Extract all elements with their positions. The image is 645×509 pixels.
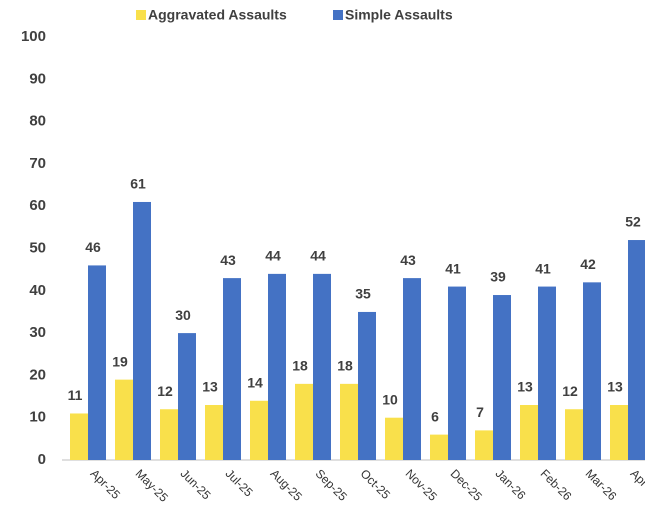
legend-label: Simple Assaults bbox=[345, 7, 453, 23]
bar bbox=[448, 286, 466, 460]
y-tick-label: 90 bbox=[29, 70, 46, 87]
y-tick-label: 0 bbox=[38, 451, 46, 468]
bar bbox=[133, 201, 151, 460]
bar bbox=[430, 434, 448, 460]
x-tick-label: Dec-25 bbox=[448, 466, 485, 503]
y-tick-label: 80 bbox=[29, 113, 46, 130]
value-label: 6 bbox=[431, 408, 439, 424]
value-label: 13 bbox=[202, 379, 218, 395]
bar bbox=[610, 405, 628, 460]
bar bbox=[223, 278, 241, 460]
bar bbox=[340, 383, 358, 460]
bar bbox=[178, 333, 196, 460]
bar bbox=[160, 409, 178, 460]
value-label: 13 bbox=[607, 379, 623, 395]
value-label: 42 bbox=[580, 256, 596, 272]
x-tick-label: Apr-26 bbox=[628, 466, 645, 502]
bar bbox=[70, 413, 88, 460]
x-tick-label: Jun-25 bbox=[178, 466, 214, 502]
value-label: 35 bbox=[355, 286, 371, 302]
x-tick-label: May-25 bbox=[133, 466, 171, 504]
value-label: 41 bbox=[445, 260, 461, 276]
bar bbox=[358, 311, 376, 460]
bar bbox=[115, 379, 133, 460]
bar bbox=[295, 383, 313, 460]
value-label: 39 bbox=[490, 269, 506, 285]
y-tick-label: 50 bbox=[29, 239, 46, 256]
value-label: 30 bbox=[175, 307, 191, 323]
y-tick-label: 70 bbox=[29, 155, 46, 172]
value-label: 12 bbox=[157, 383, 173, 399]
y-tick-label: 60 bbox=[29, 197, 46, 214]
x-tick-label: Oct-25 bbox=[358, 466, 394, 502]
x-tick-label: Sep-25 bbox=[313, 466, 350, 503]
value-label: 12 bbox=[562, 383, 578, 399]
x-tick-label: Nov-25 bbox=[403, 466, 440, 503]
bar bbox=[583, 282, 601, 460]
x-tick-label: Jan-26 bbox=[493, 466, 529, 502]
bar bbox=[520, 405, 538, 460]
legend-swatch bbox=[333, 10, 343, 20]
y-tick-label: 30 bbox=[29, 324, 46, 341]
value-label: 43 bbox=[220, 252, 236, 268]
value-label: 18 bbox=[292, 358, 308, 374]
value-label: 44 bbox=[265, 248, 281, 264]
x-tick-label: Feb-26 bbox=[538, 466, 575, 503]
bar bbox=[385, 417, 403, 460]
value-label: 52 bbox=[625, 214, 641, 230]
y-tick-label: 10 bbox=[29, 409, 46, 426]
y-tick-label: 40 bbox=[29, 282, 46, 299]
value-label: 18 bbox=[337, 358, 353, 374]
x-tick-label: Mar-26 bbox=[583, 466, 620, 503]
bar bbox=[268, 273, 286, 460]
value-label: 61 bbox=[130, 176, 146, 192]
y-tick-label: 20 bbox=[29, 366, 46, 383]
value-label: 43 bbox=[400, 252, 416, 268]
bar bbox=[403, 278, 421, 460]
y-tick-label: 100 bbox=[21, 28, 46, 45]
value-label: 44 bbox=[310, 248, 326, 264]
bar bbox=[88, 265, 106, 460]
x-tick-label: Jul-25 bbox=[223, 466, 256, 499]
legend-label: Aggravated Assaults bbox=[148, 7, 287, 23]
bar bbox=[250, 400, 268, 460]
legend-swatch bbox=[136, 10, 146, 20]
value-label: 13 bbox=[517, 379, 533, 395]
x-tick-label: Aug-25 bbox=[268, 466, 305, 503]
value-label: 14 bbox=[247, 374, 263, 390]
bar bbox=[628, 240, 645, 460]
bar bbox=[313, 273, 331, 460]
value-label: 41 bbox=[535, 260, 551, 276]
value-label: 19 bbox=[112, 353, 128, 369]
value-label: 7 bbox=[476, 404, 484, 420]
value-label: 46 bbox=[85, 239, 101, 255]
bar bbox=[538, 286, 556, 460]
bar bbox=[475, 430, 493, 460]
bar bbox=[493, 295, 511, 460]
value-label: 10 bbox=[382, 391, 398, 407]
x-tick-label: Apr-25 bbox=[88, 466, 124, 502]
value-label: 11 bbox=[68, 387, 83, 403]
bar bbox=[565, 409, 583, 460]
bar bbox=[205, 405, 223, 460]
